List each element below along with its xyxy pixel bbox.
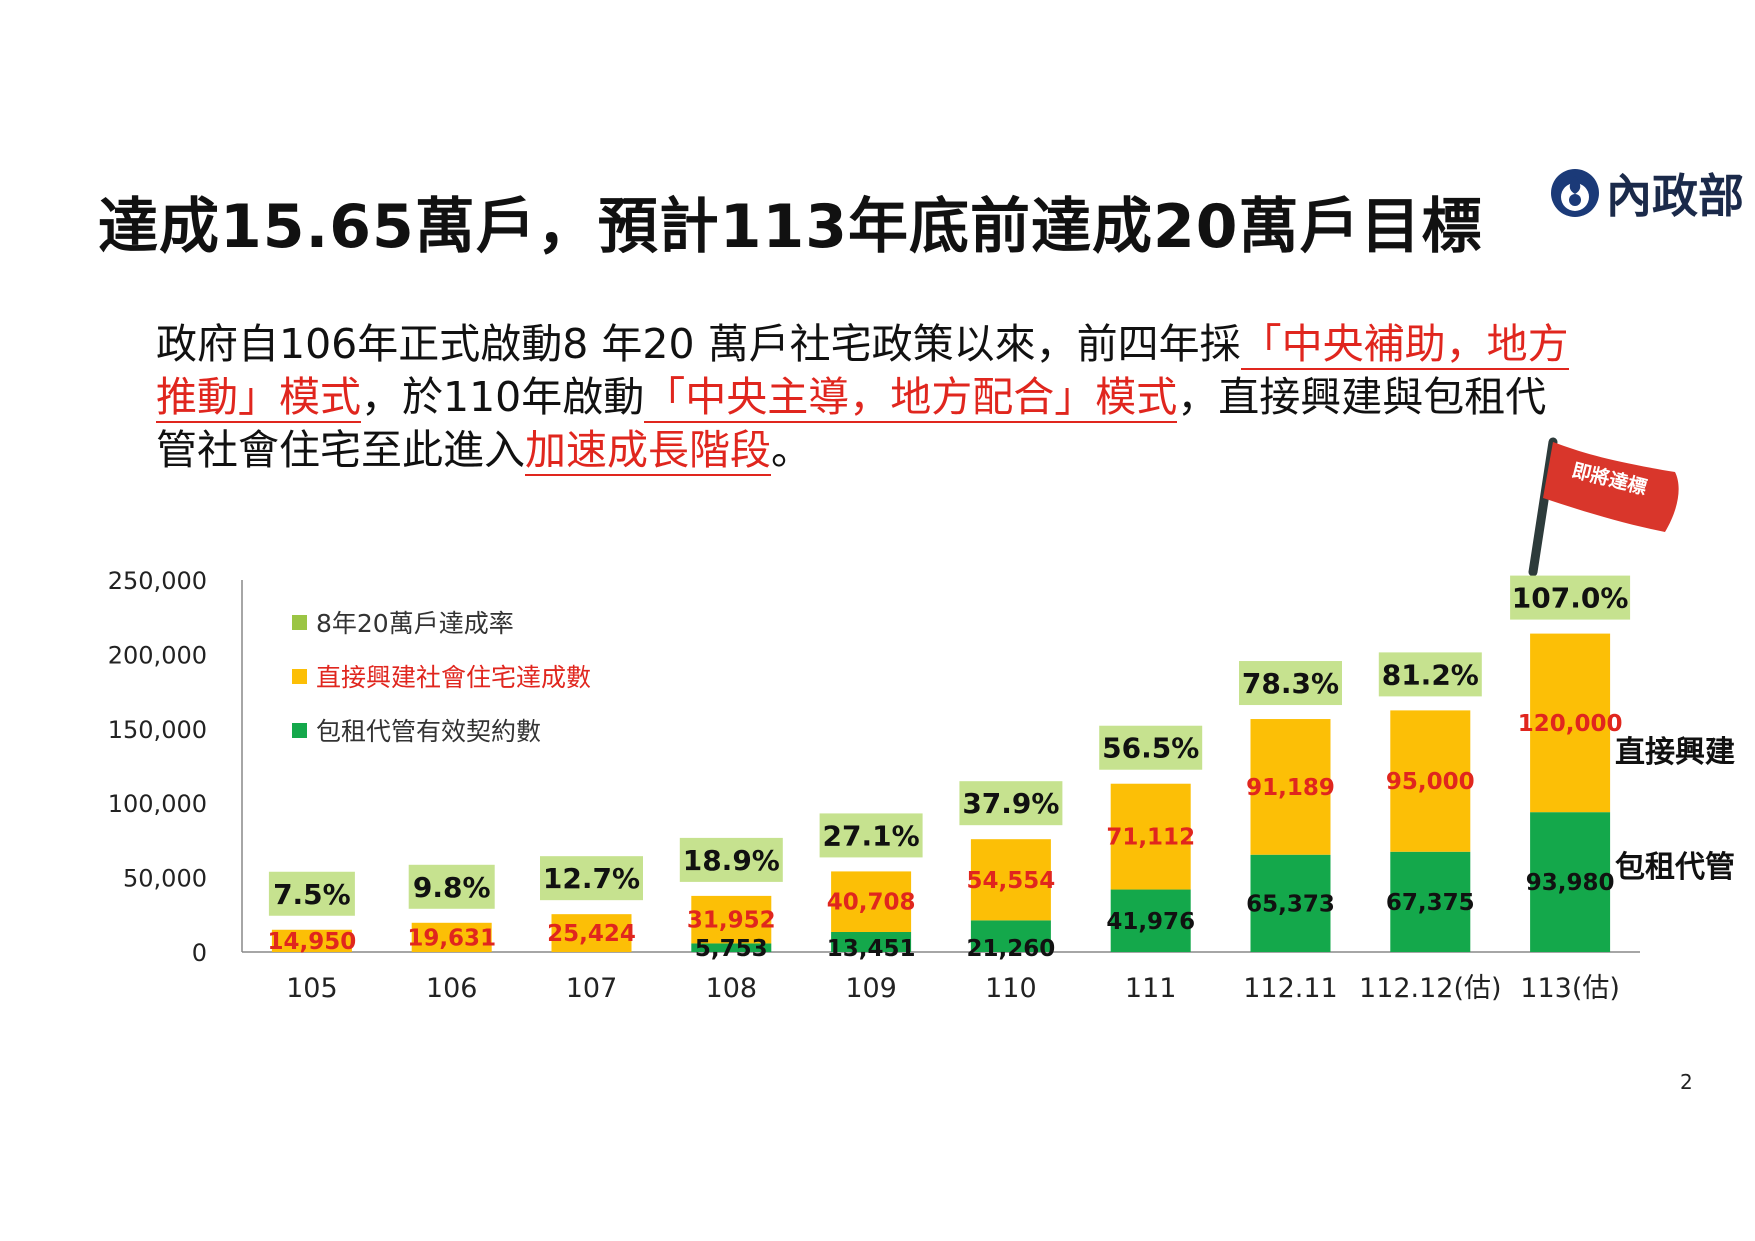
- legend-swatch-direct: [292, 669, 307, 684]
- bar-segment-direct: [1390, 710, 1471, 852]
- rate-label-box: [679, 837, 783, 882]
- paragraph-line-3: 管社會住宅至此進入加速成長階段。: [156, 424, 1656, 477]
- paragraph-text: ，直接興建與包租代: [1177, 373, 1547, 421]
- y-tick-label: 100,000: [108, 790, 207, 818]
- ministry-logo-text: 內政部: [1606, 169, 1744, 223]
- bar-segment-direct: [831, 871, 912, 932]
- legend-label-direct: 直接興建社會住宅達成數: [316, 663, 591, 692]
- data-label-direct: 19,631: [407, 925, 496, 951]
- rate-label: 56.5%: [1102, 732, 1199, 765]
- rate-label-box: [1378, 652, 1482, 697]
- rate-label-box: [819, 813, 923, 858]
- x-tick-label: 109: [845, 973, 897, 1004]
- rate-label: 78.3%: [1242, 667, 1339, 700]
- y-tick-label: 250,000: [108, 567, 207, 595]
- rate-label-box: [959, 781, 1063, 826]
- legend-swatch-rate: [292, 615, 307, 630]
- paragraph-highlight: 加速成長階段: [525, 426, 771, 476]
- x-tick-label: 105: [286, 973, 338, 1004]
- data-label-direct: 25,424: [547, 921, 636, 947]
- bar-segment-direct: [1250, 719, 1331, 855]
- rate-label-box: [268, 871, 355, 916]
- data-label-lease: 21,260: [967, 936, 1056, 962]
- data-label-direct: 54,554: [967, 868, 1056, 894]
- chart-legend: 8年20萬戶達成率 直接興建社會住宅達成數 包租代管有效契約數: [292, 609, 591, 746]
- bar-segment-direct: [551, 914, 632, 952]
- rate-label-box: [408, 864, 495, 909]
- rate-label-box: [1510, 575, 1631, 620]
- data-label-direct: 91,189: [1246, 775, 1335, 801]
- bar-segment-direct: [1110, 783, 1191, 890]
- y-tick-label: 200,000: [108, 641, 207, 669]
- bar-segment-direct: [691, 895, 772, 944]
- x-tick-label: 110: [985, 973, 1037, 1004]
- bar-segment-lease: [1530, 812, 1611, 952]
- page-number: 2: [1680, 1070, 1693, 1094]
- data-label-lease: 13,451: [827, 936, 916, 962]
- y-tick-label: 150,000: [108, 716, 207, 744]
- rate-label: 12.7%: [543, 862, 640, 895]
- bar-segment-direct: [271, 929, 352, 952]
- bar-segment-lease: [1250, 854, 1331, 952]
- data-label-direct: 95,000: [1386, 769, 1475, 795]
- paragraph-highlight: 推動」模式: [156, 373, 361, 423]
- rate-label-box: [1099, 725, 1203, 770]
- bar-segment-lease: [970, 920, 1051, 952]
- data-label-lease: 41,976: [1106, 909, 1195, 935]
- x-tick-label: 106: [426, 973, 478, 1004]
- rate-label: 37.9%: [962, 787, 1059, 820]
- bar-segment-lease: [691, 943, 772, 952]
- data-label-direct: 31,952: [687, 908, 776, 934]
- bar-segment-direct: [970, 839, 1051, 921]
- rate-label: 27.1%: [823, 819, 920, 852]
- rate-label: 9.8%: [413, 871, 491, 904]
- legend-label-rate: 8年20萬戶達成率: [316, 609, 514, 638]
- data-label-lease: 93,980: [1526, 870, 1615, 896]
- paragraph-text: ，於110年啟動: [361, 373, 645, 421]
- x-tick-label: 113(估): [1520, 973, 1620, 1004]
- ministry-emblem-icon: [1551, 169, 1599, 217]
- rate-label: 7.5%: [273, 878, 351, 911]
- y-tick-label: 50,000: [123, 865, 207, 893]
- side-label-direct: 直接興建: [1615, 735, 1735, 770]
- x-tick-label: 112.12(估): [1359, 973, 1502, 1004]
- paragraph-line-1: 政府自106年正式啟動8 年20 萬戶社宅政策以來，前四年採「中央補助，地方: [156, 318, 1656, 371]
- data-label-lease: 65,373: [1246, 891, 1335, 917]
- data-label-lease: 5,753: [695, 936, 768, 962]
- data-label-direct: 14,950: [268, 929, 357, 955]
- ministry-logo: 內政部: [1548, 160, 1744, 226]
- rate-label: 107.0%: [1512, 582, 1629, 615]
- page-title: 達成15.65萬戶，預計113年底前達成20萬戶目標: [98, 192, 1483, 262]
- data-label-lease: 67,375: [1386, 890, 1475, 916]
- data-label-direct: 71,112: [1106, 825, 1195, 851]
- intro-paragraph: 政府自106年正式啟動8 年20 萬戶社宅政策以來，前四年採「中央補助，地方 推…: [156, 318, 1656, 477]
- bar-segment-lease: [831, 931, 912, 952]
- bar-segment-direct: [1530, 633, 1611, 813]
- target-flag-icon: 即將達標: [1528, 437, 1679, 577]
- side-label-lease: 包租代管: [1615, 850, 1735, 885]
- rate-label: 18.9%: [683, 844, 780, 877]
- bar-segment-lease: [1110, 889, 1191, 952]
- paragraph-text: 。: [771, 426, 812, 474]
- x-tick-label: 112.11: [1243, 973, 1337, 1004]
- rate-label-box: [1239, 661, 1342, 706]
- paragraph-text: 政府自106年正式啟動8 年20 萬戶社宅政策以來，前四年採: [156, 320, 1241, 368]
- rate-label-box: [540, 856, 643, 901]
- paragraph-highlight: 「中央主導，地方配合」模式: [644, 373, 1178, 423]
- paragraph-line-2: 推動」模式，於110年啟動「中央主導，地方配合」模式，直接興建與包租代: [156, 371, 1656, 424]
- legend-label-lease: 包租代管有效契約數: [316, 717, 541, 746]
- x-tick-label: 107: [566, 973, 618, 1004]
- x-tick-label: 111: [1125, 973, 1177, 1004]
- bar-segment-lease: [1390, 851, 1471, 952]
- legend-swatch-lease: [292, 723, 307, 738]
- x-tick-label: 108: [706, 973, 758, 1004]
- data-label-direct: 120,000: [1518, 711, 1623, 737]
- bar-segment-direct: [411, 922, 492, 952]
- rate-label: 81.2%: [1382, 658, 1479, 691]
- paragraph-text: 管社會住宅至此進入: [156, 426, 525, 474]
- data-label-direct: 40,708: [827, 890, 916, 916]
- paragraph-highlight: 「中央補助，地方: [1240, 320, 1569, 370]
- housing-bar-chart: 8年20萬戶達成率 直接興建社會住宅達成數 包租代管有效契約數 直接興建 包租代…: [108, 567, 1735, 1004]
- y-tick-label: 0: [192, 939, 207, 967]
